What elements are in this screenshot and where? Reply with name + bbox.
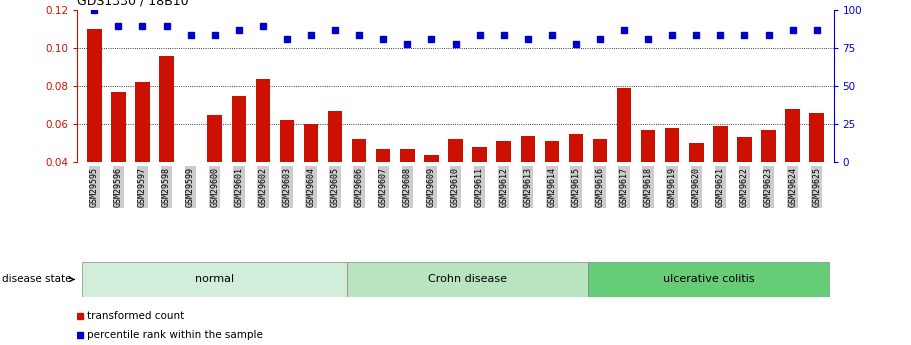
Text: GSM29621: GSM29621 xyxy=(716,167,725,207)
Text: GSM29600: GSM29600 xyxy=(210,167,220,207)
Text: GDS1330 / 18B10: GDS1330 / 18B10 xyxy=(77,0,189,8)
Text: GSM29604: GSM29604 xyxy=(306,167,315,207)
Bar xyxy=(400,149,415,162)
Text: GSM29599: GSM29599 xyxy=(186,167,195,207)
Text: GSM29597: GSM29597 xyxy=(138,167,147,207)
Bar xyxy=(280,120,294,162)
Text: GSM29625: GSM29625 xyxy=(813,167,821,207)
Text: GSM29603: GSM29603 xyxy=(282,167,292,207)
Text: GSM29624: GSM29624 xyxy=(788,167,797,207)
Text: ulcerative colitis: ulcerative colitis xyxy=(662,275,754,284)
Bar xyxy=(545,141,559,162)
Text: Crohn disease: Crohn disease xyxy=(428,275,507,284)
Bar xyxy=(568,134,583,162)
Bar xyxy=(448,139,463,162)
Bar xyxy=(231,96,246,162)
Bar xyxy=(665,128,680,162)
Bar xyxy=(473,147,486,162)
Text: GSM29623: GSM29623 xyxy=(764,167,773,207)
Text: percentile rank within the sample: percentile rank within the sample xyxy=(87,330,262,339)
Text: GSM29620: GSM29620 xyxy=(691,167,701,207)
Text: GSM29607: GSM29607 xyxy=(379,167,388,207)
Bar xyxy=(785,109,800,162)
Text: GSM29612: GSM29612 xyxy=(499,167,508,207)
Bar xyxy=(256,79,270,162)
Text: GSM29613: GSM29613 xyxy=(523,167,532,207)
Bar xyxy=(617,88,631,162)
Text: transformed count: transformed count xyxy=(87,311,184,321)
Text: GSM29601: GSM29601 xyxy=(234,167,243,207)
Bar xyxy=(713,126,728,162)
Text: GSM29614: GSM29614 xyxy=(548,167,557,207)
Text: GSM29608: GSM29608 xyxy=(403,167,412,207)
Text: GSM29622: GSM29622 xyxy=(740,167,749,207)
Bar xyxy=(593,139,608,162)
Bar xyxy=(82,262,347,297)
Bar xyxy=(352,139,366,162)
Text: GSM29606: GSM29606 xyxy=(354,167,363,207)
Bar xyxy=(303,124,318,162)
Bar xyxy=(588,262,829,297)
Bar xyxy=(328,111,343,162)
Bar xyxy=(762,130,776,162)
Bar xyxy=(689,143,703,162)
Bar xyxy=(520,136,535,162)
Bar xyxy=(376,149,391,162)
Text: GSM29605: GSM29605 xyxy=(331,167,340,207)
Text: normal: normal xyxy=(195,275,234,284)
Text: GSM29615: GSM29615 xyxy=(571,167,580,207)
Bar xyxy=(347,262,588,297)
Bar xyxy=(111,92,126,162)
Text: GSM29598: GSM29598 xyxy=(162,167,171,207)
Bar xyxy=(135,82,149,162)
Bar xyxy=(496,141,511,162)
Bar xyxy=(425,155,438,162)
Text: disease state: disease state xyxy=(2,275,74,284)
Bar xyxy=(810,113,824,162)
Bar xyxy=(737,137,752,162)
Text: GSM29596: GSM29596 xyxy=(114,167,123,207)
Text: GSM29602: GSM29602 xyxy=(259,167,267,207)
Text: GSM29618: GSM29618 xyxy=(644,167,652,207)
Bar xyxy=(208,115,222,162)
Bar xyxy=(159,56,174,162)
Text: GSM29616: GSM29616 xyxy=(596,167,605,207)
Text: GSM29611: GSM29611 xyxy=(475,167,484,207)
Text: GSM29609: GSM29609 xyxy=(427,167,436,207)
Text: GSM29619: GSM29619 xyxy=(668,167,677,207)
Text: GSM29595: GSM29595 xyxy=(90,167,98,207)
Text: GSM29617: GSM29617 xyxy=(619,167,629,207)
Bar xyxy=(641,130,655,162)
Bar xyxy=(87,29,101,162)
Text: GSM29610: GSM29610 xyxy=(451,167,460,207)
